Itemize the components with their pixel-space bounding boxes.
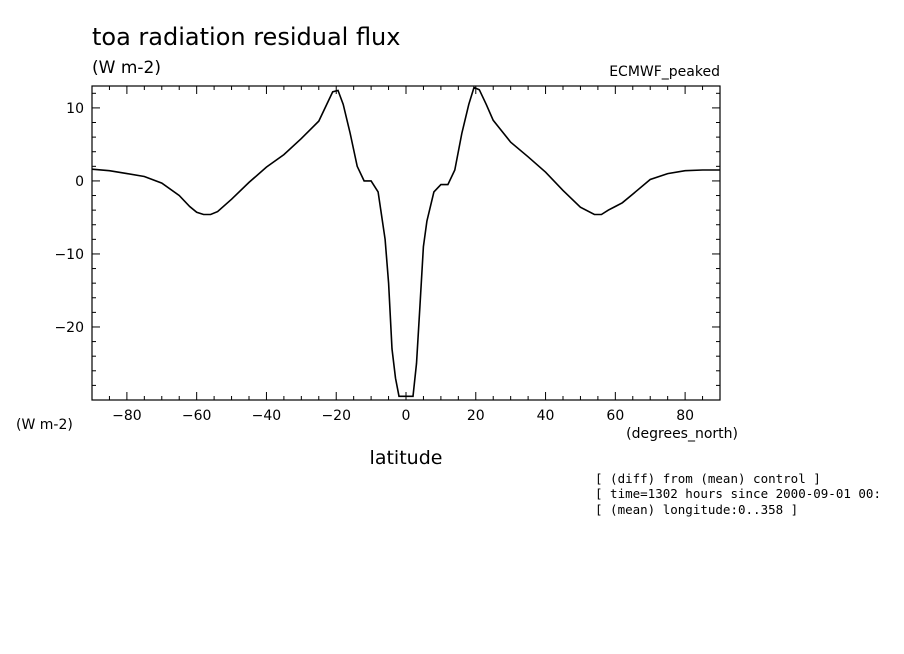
x-tick-label: 0: [402, 408, 411, 424]
chart-units: (W m-2): [92, 58, 161, 78]
y-tick-label: −20: [54, 320, 84, 336]
y-tick-label: −10: [54, 247, 84, 263]
note-line-3: [ (mean) longitude:0..358 ]: [595, 502, 798, 517]
x-tick-label: −60: [182, 408, 212, 424]
note-line-1: [ (diff) from (mean) control ]: [595, 471, 821, 486]
y-axis-units: (W m-2): [16, 417, 73, 433]
dataset-label: ECMWF_peaked: [609, 64, 720, 80]
chart-title: toa radiation residual flux: [92, 23, 400, 51]
series-line: [91, 86, 720, 398]
x-tick-label: −20: [321, 408, 351, 424]
x-tick-label: 20: [467, 408, 485, 424]
plot-frame: [91, 85, 721, 401]
x-axis-units: (degrees_north): [626, 426, 738, 442]
x-tick-label: 80: [676, 408, 694, 424]
axis-ticks: [91, 86, 721, 400]
x-axis-label: latitude: [370, 447, 443, 469]
y-tick-labels: 10 0 −10 −20: [54, 101, 84, 336]
x-tick-labels: −80 −60 −40 −20 0 20 40 60 80: [112, 408, 694, 424]
x-tick-label: −40: [252, 408, 282, 424]
x-tick-label: 60: [606, 408, 624, 424]
x-tick-label: 40: [537, 408, 555, 424]
note-line-2: [ time=1302 hours since 2000-09-01 00:: [595, 486, 881, 501]
y-tick-label: 10: [66, 101, 84, 117]
y-tick-label: 0: [75, 174, 84, 190]
x-tick-label: −80: [112, 408, 142, 424]
